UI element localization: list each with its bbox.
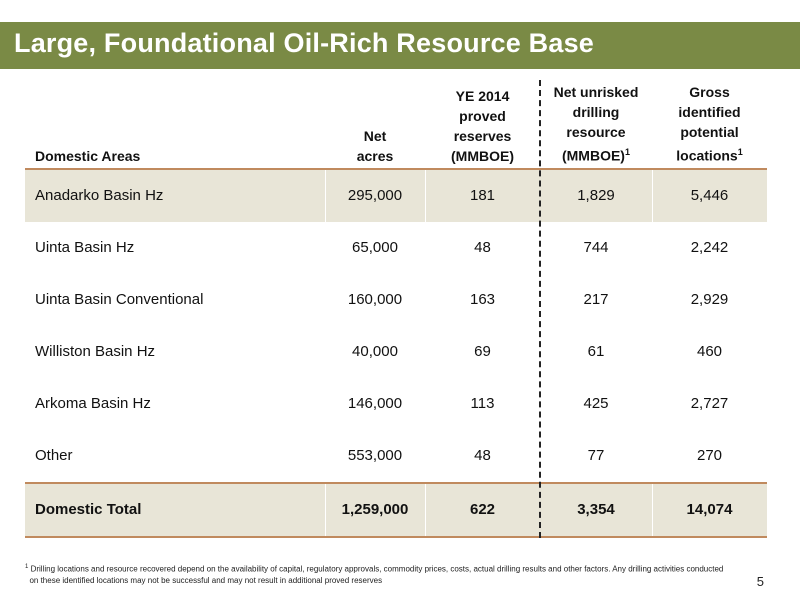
page-number: 5: [756, 574, 764, 589]
slide-title: Large, Foundational Oil-Rich Resource Ba…: [14, 28, 595, 58]
cell-resource: 61: [587, 343, 605, 360]
header-net-acres-line2: acres: [356, 148, 394, 164]
table-row: Williston Basin Hz 40,000 69 61 460: [25, 326, 767, 378]
header-locations-line2: identified: [678, 104, 741, 121]
header-locations-footnote-marker: 1: [737, 147, 743, 158]
table-row: Anadarko Basin Hz 295,000 181 1,829 5,44…: [25, 170, 767, 222]
header-reserves-line1: YE 2014: [455, 88, 510, 104]
cell-area: Williston Basin Hz: [35, 343, 156, 360]
header-resource-line1: Net unrisked: [553, 84, 639, 101]
resource-table: Domestic Areas Net acres YE 2014 proved …: [25, 80, 767, 538]
header-reserves-line2: proved: [459, 108, 506, 124]
table-header: Domestic Areas Net acres YE 2014 proved …: [25, 80, 767, 170]
header-resource-footnote-marker: 1: [624, 147, 630, 158]
header-resource-line4: (MMBOE): [561, 148, 625, 164]
header-proved-reserves: YE 2014 proved reserves (MMBOE): [425, 86, 540, 166]
cell-acres: 553,000: [347, 447, 403, 464]
header-locations-line4: locations: [676, 148, 738, 164]
header-locations-line3: potential: [680, 124, 739, 141]
footnote: 1 Drilling locations and resource recove…: [25, 562, 765, 586]
total-locations: 14,074: [686, 501, 733, 518]
cell-locations: 270: [696, 447, 723, 464]
cell-acres: 40,000: [352, 343, 398, 360]
cell-resource: 217: [583, 291, 609, 308]
table-row: Uinta Basin Hz 65,000 48 744 2,242: [25, 222, 767, 274]
footnote-marker: 1: [25, 564, 29, 570]
header-net-acres: Net acres: [325, 126, 425, 166]
cell-reserves: 48: [474, 239, 491, 256]
cell-resource: 744: [583, 239, 609, 256]
cell-area: Arkoma Basin Hz: [35, 395, 151, 412]
total-resource: 3,354: [577, 501, 615, 518]
cell-locations: 2,242: [690, 239, 729, 256]
cell-area: Uinta Basin Hz: [35, 239, 135, 256]
cell-resource: 77: [587, 447, 605, 464]
cell-area: Uinta Basin Conventional: [35, 291, 204, 308]
cell-resource: 1,829: [577, 187, 615, 204]
header-resource-line3: resource: [566, 124, 626, 141]
total-reserves: 622: [469, 501, 496, 518]
cell-acres: 160,000: [347, 291, 403, 308]
cell-locations: 460: [696, 343, 723, 360]
cell-acres: 295,000: [347, 187, 403, 204]
cell-locations: 2,929: [690, 291, 729, 308]
header-domestic-areas: Domestic Areas: [35, 148, 141, 164]
header-locations-line1: Gross: [689, 84, 730, 101]
cell-area: Anadarko Basin Hz: [35, 187, 164, 204]
table-row: Arkoma Basin Hz 146,000 113 425 2,727: [25, 378, 767, 430]
header-drilling-resource: Net unrisked drilling resource (MMBOE)1: [540, 82, 652, 166]
cell-reserves: 163: [469, 291, 496, 308]
header-net-acres-line1: Net: [363, 128, 387, 144]
cell-reserves: 113: [470, 395, 495, 412]
footnote-line2: on these identified locations may not be…: [29, 575, 383, 585]
cell-resource: 425: [583, 395, 609, 412]
table-row: Uinta Basin Conventional 160,000 163 217…: [25, 274, 767, 326]
header-reserves-line3: reserves: [453, 128, 512, 144]
cell-reserves: 69: [474, 343, 491, 360]
cell-reserves: 181: [469, 187, 496, 204]
footnote-line1: Drilling locations and resource recovere…: [30, 564, 724, 574]
cell-area: Other: [35, 447, 73, 464]
cell-locations: 5,446: [690, 187, 729, 204]
header-reserves-line4: (MMBOE): [451, 148, 514, 164]
total-area: Domestic Total: [35, 501, 142, 518]
table-row: Other 553,000 48 77 270: [25, 430, 767, 482]
title-bar: Large, Foundational Oil-Rich Resource Ba…: [0, 22, 800, 69]
header-gross-locations: Gross identified potential locations1: [652, 82, 767, 166]
header-resource-line2: drilling: [572, 104, 620, 121]
table-total-row: Domestic Total 1,259,000 622 3,354 14,07…: [25, 482, 767, 538]
dashed-divider: [539, 80, 541, 538]
cell-acres: 146,000: [347, 395, 403, 412]
cell-reserves: 48: [474, 447, 491, 464]
cell-acres: 65,000: [352, 239, 398, 256]
total-acres: 1,259,000: [341, 501, 409, 518]
cell-locations: 2,727: [690, 395, 729, 412]
